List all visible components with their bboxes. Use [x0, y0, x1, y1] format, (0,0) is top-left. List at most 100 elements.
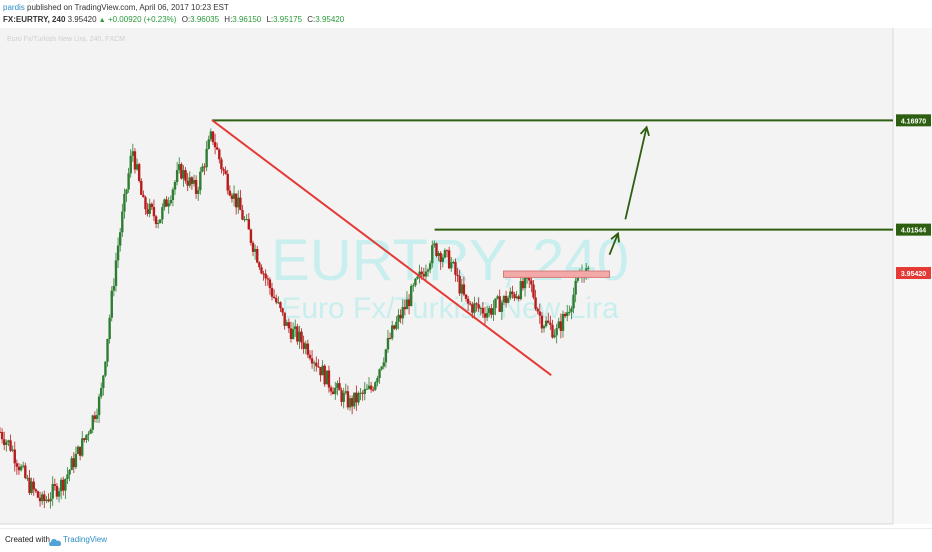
tradingview-link[interactable]: TradingView [63, 535, 108, 544]
candle-body [498, 296, 501, 312]
candle-body [447, 250, 451, 269]
author-link[interactable]: pardis [3, 3, 25, 12]
resistance-zone[interactable] [503, 270, 610, 278]
symbol-line: FX:EURTRY, 240 3.95420 ▲ +0.00920 (+0.23… [3, 15, 344, 26]
candle-body [344, 391, 348, 393]
candle-body [561, 313, 565, 331]
candle-body [325, 370, 329, 385]
candle-body [93, 415, 97, 419]
candle-body [112, 285, 116, 291]
candle-body [511, 291, 514, 295]
projection-arrow-2[interactable] [624, 126, 648, 220]
candlestick-chart[interactable]: Euro Fx/Turkish New Lira, 240, FXCM EURT… [0, 28, 932, 528]
candle-body [137, 164, 141, 181]
candle-body [66, 474, 69, 479]
candle-body [260, 267, 263, 274]
candle-body [247, 219, 251, 230]
candle-body [83, 438, 86, 440]
candle-body [78, 446, 82, 456]
ohlc-open-label: O: [181, 15, 191, 24]
candle-body [95, 415, 99, 419]
candle-body [289, 328, 293, 339]
candle-body [532, 284, 535, 298]
candle-body [576, 277, 579, 281]
candle-body [397, 314, 400, 322]
candle-body [487, 308, 491, 313]
candle-body [205, 148, 208, 168]
candle-body [266, 278, 269, 280]
candle-body [367, 385, 371, 389]
candle-body [38, 497, 42, 502]
candle-body [528, 277, 531, 281]
ohlc-high-label: H: [224, 15, 233, 24]
candle-body [365, 388, 369, 390]
candle-body [237, 197, 240, 208]
candle-body [215, 147, 219, 150]
candle-body [420, 271, 423, 274]
candle-body [477, 304, 480, 309]
candle-body [167, 203, 170, 207]
chart-area[interactable]: Euro Fx/Turkish New Lira, 240, FXCM EURT… [0, 28, 932, 528]
candle-body [190, 177, 194, 184]
candle-body [409, 286, 413, 307]
candle-body [26, 477, 29, 479]
candle-body [17, 466, 21, 471]
up-triangle-icon: ▲ [98, 17, 106, 24]
candle-body [374, 382, 377, 390]
candle-body [13, 449, 16, 464]
candle-body [424, 271, 428, 277]
candle-body [460, 284, 463, 294]
candle-body [450, 262, 453, 269]
candle-body [504, 295, 508, 303]
candle-body [536, 308, 539, 312]
candle-body [454, 261, 457, 275]
candle-body [473, 303, 476, 313]
price-change: +0.00920 (+0.23%) [107, 15, 177, 24]
candle-body [207, 139, 210, 149]
candles-group [0, 128, 590, 509]
candle-body [471, 304, 474, 313]
candle-body [268, 279, 272, 289]
candle-body [154, 216, 158, 225]
candle-body [452, 261, 455, 263]
candle-body [310, 358, 314, 364]
candle-body [378, 369, 381, 379]
candle-body [331, 391, 335, 395]
published-text: published on TradingView.com, April 06, … [27, 3, 229, 12]
candle-body [241, 210, 244, 220]
candle-body [412, 285, 415, 287]
candle-body [416, 276, 419, 279]
candle-body [563, 313, 567, 317]
ohlc-high-value: 3.96150 [232, 15, 262, 24]
candle-body [494, 298, 497, 309]
candle-body [469, 303, 472, 305]
candle-body [43, 494, 46, 501]
candle-body [302, 342, 305, 349]
candle-body [363, 389, 366, 394]
candle-body [443, 250, 447, 258]
candle-body [490, 308, 493, 315]
price-label-bg [896, 267, 931, 280]
candle-body [509, 291, 512, 298]
candle-body [161, 207, 164, 220]
candle-body [85, 434, 88, 440]
candle-body [544, 320, 548, 326]
publish-line: pardis published on TradingView.com, Apr… [3, 3, 229, 13]
candle-body [445, 250, 449, 252]
candle-body [336, 383, 339, 388]
candle-body [355, 392, 358, 403]
candle-body [87, 433, 90, 435]
projection-arrow-1[interactable] [608, 233, 619, 256]
candle-body [262, 273, 265, 275]
candle-body [163, 199, 166, 208]
candle-body [76, 446, 80, 454]
candle-body [203, 166, 206, 168]
price-label-bg [896, 114, 931, 127]
candle-body [433, 243, 436, 246]
trendline[interactable] [211, 119, 552, 376]
footer: Created with TradingView [0, 528, 932, 551]
candle-body [399, 314, 402, 319]
candle-body [323, 365, 326, 385]
candle-body [382, 362, 385, 367]
candle-body [426, 269, 430, 272]
